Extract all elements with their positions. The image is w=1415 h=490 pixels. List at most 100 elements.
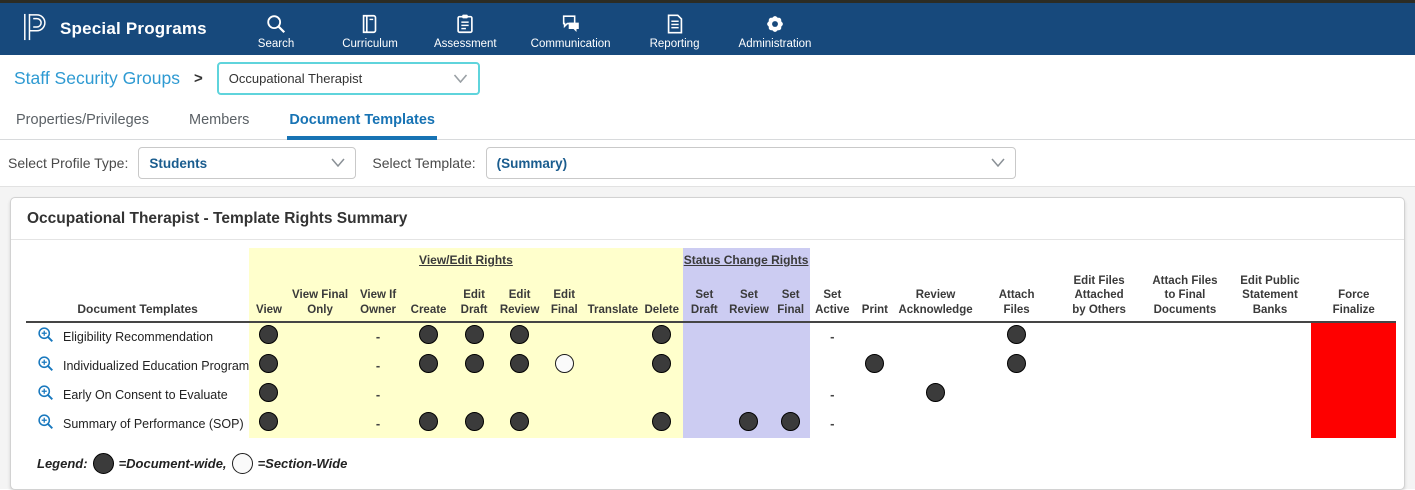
clipboard-icon: [454, 13, 476, 35]
rights-cell-set_final: [771, 380, 810, 410]
nav-item-administration[interactable]: Administration: [739, 13, 811, 50]
rights-cell-view_if_owner: -: [351, 380, 405, 410]
force-finalize-blocked-cell: [1311, 322, 1396, 352]
nav-item-assessment[interactable]: Assessment: [434, 13, 497, 50]
rights-cell-edit_files_attached_by_others: [1057, 322, 1142, 351]
rights-cell-create: [404, 351, 453, 381]
rights-cell-delete: [640, 409, 683, 439]
column-header-set_final: Set Final: [771, 272, 810, 324]
rights-cell-review_acknowledge: [895, 351, 977, 380]
app-brand[interactable]: Special Programs: [0, 3, 218, 55]
rights-cell-set_draft: [682, 322, 727, 352]
rights-cell-attach_files_to_final_documents: [1141, 409, 1228, 438]
rights-cell-attach_files: [976, 322, 1056, 351]
rights-cell-review_acknowledge: [895, 380, 977, 409]
book-icon: [359, 13, 381, 35]
rights-table: View/Edit Rights Status Change Rights Docu…: [26, 248, 1396, 439]
rights-table-wrap: View/Edit Rights Status Change Rights Docu…: [11, 240, 1404, 439]
table-row: Early On Consent to Evaluate - -: [26, 380, 1396, 410]
force-finalize-blocked-cell: [1311, 380, 1396, 410]
column-header-edit_files_attached_by_others: Edit Files Attached by Others: [1056, 272, 1142, 324]
rights-cell-delete: [640, 322, 683, 352]
rights-cell-translate: [585, 351, 641, 381]
no-right-dash: -: [375, 415, 381, 431]
column-header-edit_review: Edit Review: [495, 272, 544, 324]
rights-cell-attach_files_to_final_documents: [1141, 351, 1228, 380]
rights-cell-view_if_owner: -: [351, 322, 405, 352]
zoom-in-icon[interactable]: [37, 326, 54, 348]
profile-type-select[interactable]: Students: [138, 147, 357, 179]
report-document-icon: [664, 13, 686, 35]
rights-summary-card: Occupational Therapist - Template Rights…: [10, 197, 1405, 490]
no-right-dash: -: [830, 329, 835, 345]
template-select[interactable]: (Summary): [485, 147, 1016, 179]
rights-cell-set_active: -: [810, 380, 856, 409]
rights-cell-edit_files_attached_by_others: [1057, 351, 1142, 380]
card-divider: [11, 239, 1404, 240]
rights-cell-view_final_only: [288, 409, 352, 439]
filter-row: Select Profile Type: Students Select Tem…: [0, 140, 1415, 187]
breadcrumb-root-link[interactable]: Staff Security Groups: [14, 68, 181, 88]
rights-cell-set_draft: [682, 380, 727, 410]
rights-cell-view_if_owner: -: [351, 351, 405, 381]
zoom-in-icon[interactable]: [37, 384, 54, 406]
column-header-view: View: [249, 272, 289, 324]
legend: Legend: =Document-wide, =Section-Wide: [37, 453, 1404, 489]
rights-cell-attach_files: [976, 409, 1056, 438]
rights-cell-edit_review: [495, 351, 544, 381]
column-header-set_review: Set Review: [726, 272, 772, 324]
group-header-status_change: Status Change Rights: [682, 248, 810, 272]
tab-document-templates[interactable]: Document Templates: [287, 102, 437, 140]
tab-properties-privileges[interactable]: Properties/Privileges: [16, 112, 149, 128]
document-wide-dot: [739, 411, 759, 431]
rights-cell-view_final_only: [288, 380, 352, 410]
column-header-set_draft: Set Draft: [682, 272, 727, 324]
rights-cell-edit_final: [543, 409, 585, 439]
table-row: Eligibility Recommendation - -: [26, 322, 1396, 352]
group-header-view_edit: View/Edit Rights: [249, 248, 683, 272]
profile-type-label: Select Profile Type:: [8, 155, 129, 171]
rights-cell-set_draft: [682, 351, 727, 381]
rights-cell-edit_public_statement_banks: [1228, 351, 1311, 380]
section-wide-dot: [554, 353, 574, 373]
gear-icon: [764, 13, 786, 35]
rights-cell-print: [855, 322, 895, 351]
group-header-spacer: [26, 248, 249, 272]
chevron-down-icon: [331, 154, 345, 172]
legend-document-wide-text: =Document-wide,: [118, 456, 227, 472]
document-wide-dot: [781, 411, 801, 431]
rights-cell-set_review: [726, 380, 772, 410]
section-wide-dot: [231, 453, 253, 475]
document-template-cell: Eligibility Recommendation: [26, 322, 249, 351]
document-wide-dot: [510, 411, 530, 431]
rights-cell-set_review: [726, 351, 772, 381]
rights-cell-attach_files_to_final_documents: [1141, 322, 1228, 351]
rights-cell-translate: [585, 409, 641, 439]
rights-cell-edit_public_statement_banks: [1228, 409, 1311, 438]
zoom-in-icon[interactable]: [37, 355, 54, 377]
rights-cell-edit_draft: [452, 351, 496, 381]
rights-cell-view_final_only: [288, 351, 352, 381]
tab-members[interactable]: Members: [188, 112, 250, 128]
document-template-cell: Summary of Performance (SOP): [26, 409, 249, 438]
chevron-down-icon: [453, 70, 468, 88]
card-title: Occupational Therapist - Template Rights…: [27, 210, 408, 227]
document-wide-dot: [926, 382, 946, 402]
column-header-create: Create: [404, 272, 453, 324]
rights-cell-edit_final: [543, 380, 585, 410]
security-group-select[interactable]: Occupational Therapist: [216, 62, 480, 95]
column-header-view_final_only: View Final Only: [288, 272, 352, 324]
rights-cell-view: [249, 322, 289, 352]
zoom-in-icon[interactable]: [37, 413, 54, 435]
rights-cell-set_draft: [682, 409, 727, 439]
document-template-label: Eligibility Recommendation: [63, 330, 214, 345]
document-wide-dot: [259, 325, 279, 345]
nav-item-reporting[interactable]: Reporting: [645, 13, 705, 50]
nav-item-curriculum[interactable]: Curriculum: [340, 13, 400, 50]
nav-item-search[interactable]: Search: [246, 13, 306, 50]
rights-cell-view_final_only: [288, 322, 352, 352]
column-header-document-templates: Document Templates: [26, 272, 250, 324]
document-wide-dot: [652, 353, 672, 373]
rights-cell-attach_files: [976, 380, 1056, 409]
nav-item-communication[interactable]: Communication: [531, 13, 611, 50]
